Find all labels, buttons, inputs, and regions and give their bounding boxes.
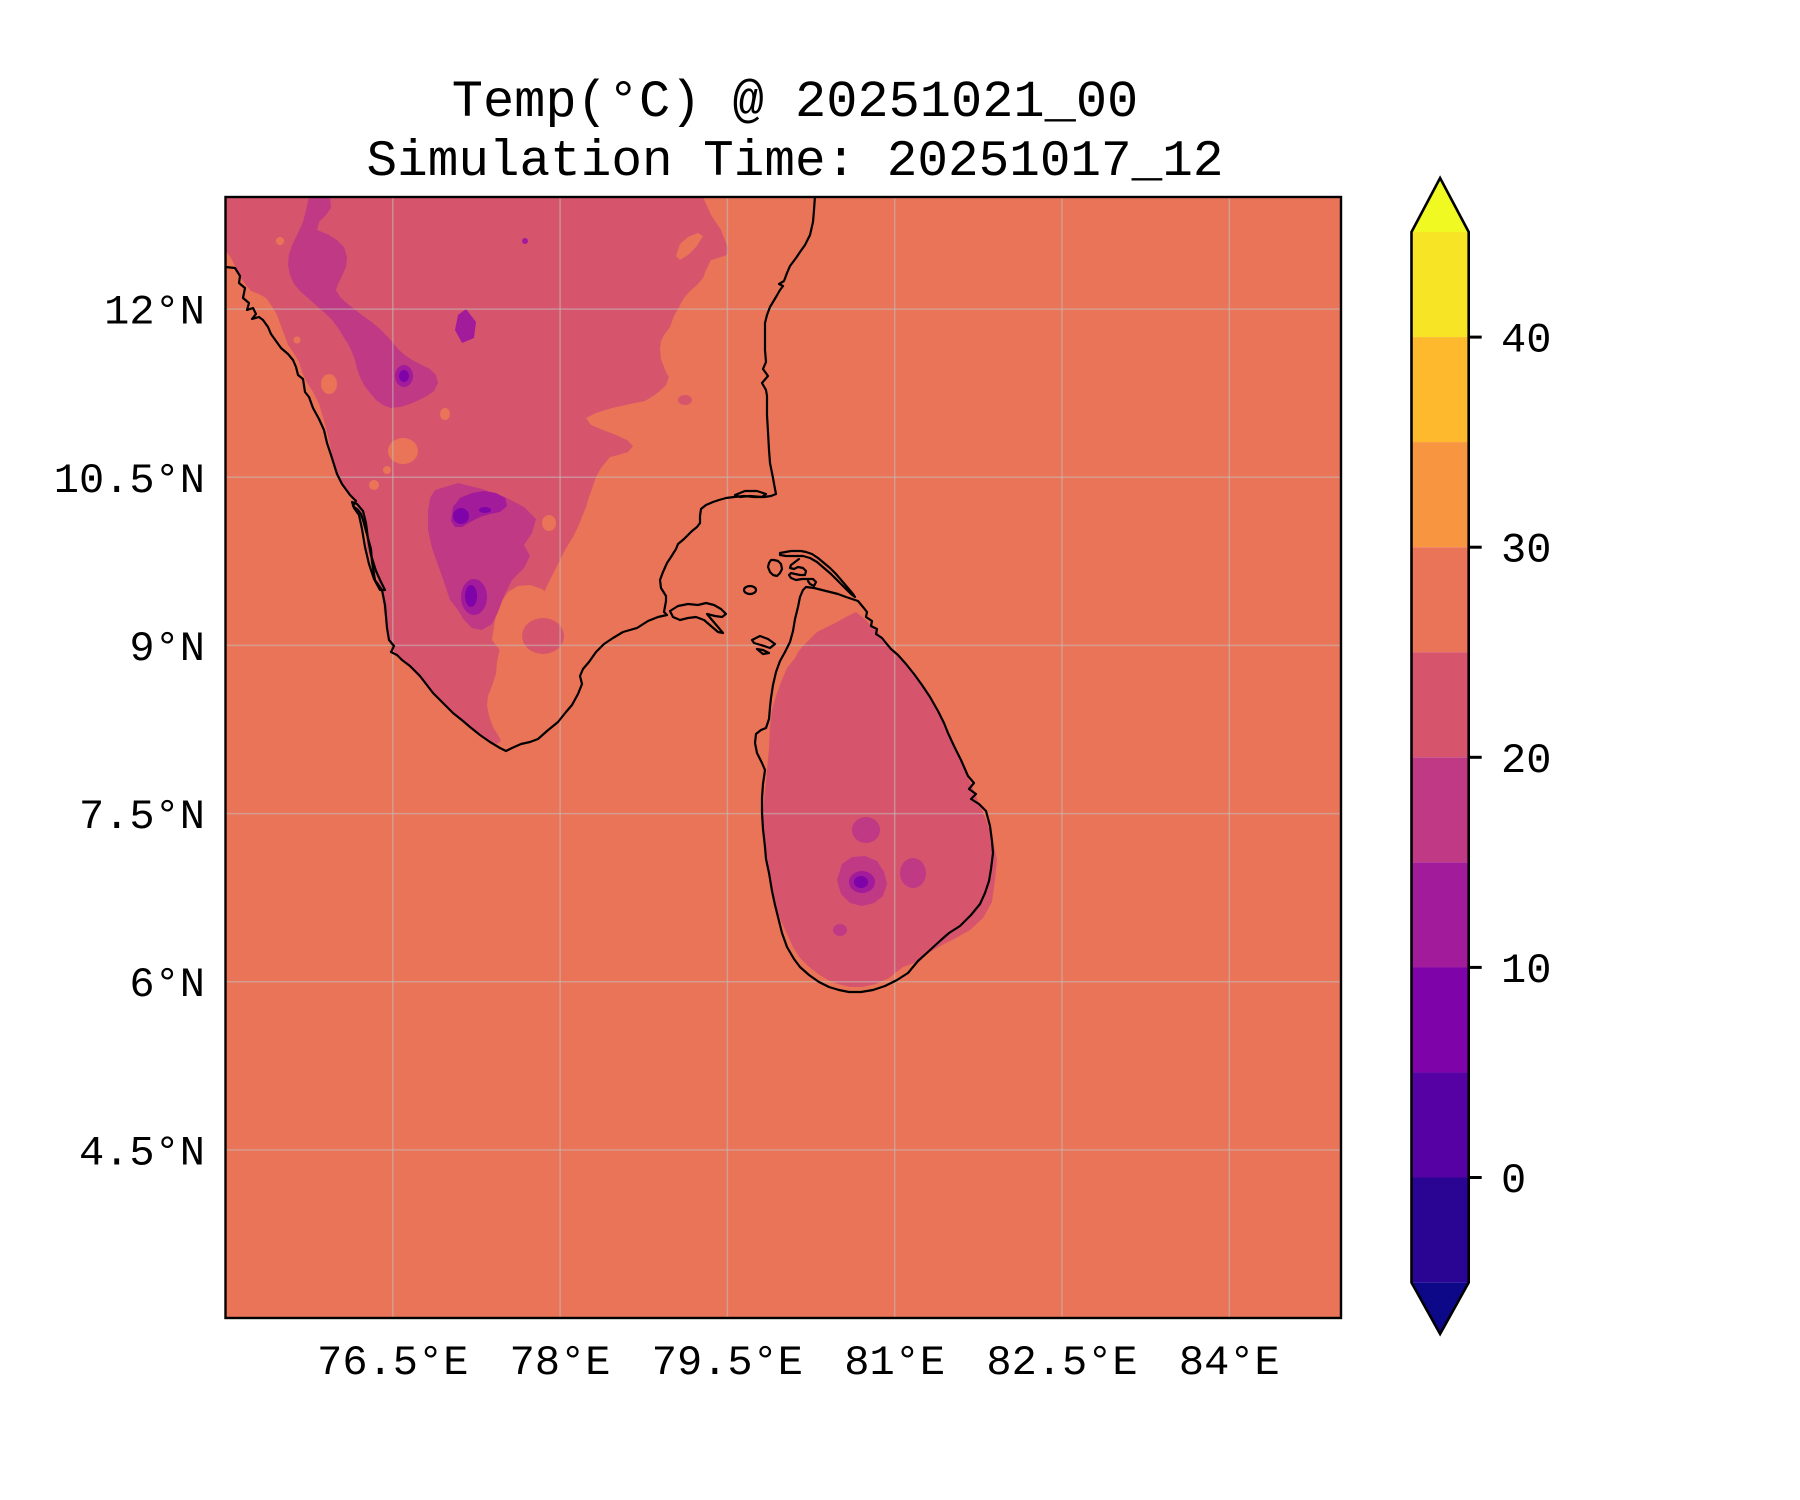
svg-text:6°N: 6°N bbox=[129, 961, 205, 1009]
svg-text:12°N: 12°N bbox=[104, 289, 205, 337]
svg-text:76.5°E: 76.5°E bbox=[317, 1339, 468, 1387]
svg-text:20: 20 bbox=[1501, 737, 1551, 785]
svg-text:10.5°N: 10.5°N bbox=[54, 457, 205, 505]
svg-text:40: 40 bbox=[1501, 317, 1551, 365]
svg-text:Temp(°C) @ 20251021_00: Temp(°C) @ 20251021_00 bbox=[452, 73, 1139, 132]
svg-text:78°E: 78°E bbox=[510, 1339, 611, 1387]
svg-text:84°E: 84°E bbox=[1179, 1339, 1280, 1387]
svg-text:Simulation Time: 20251017_12: Simulation Time: 20251017_12 bbox=[367, 134, 1224, 191]
svg-text:30: 30 bbox=[1501, 527, 1551, 575]
svg-text:79.5°E: 79.5°E bbox=[652, 1339, 803, 1387]
svg-text:82.5°E: 82.5°E bbox=[986, 1339, 1137, 1387]
svg-text:4.5°N: 4.5°N bbox=[79, 1129, 205, 1177]
svg-text:9°N: 9°N bbox=[129, 625, 205, 673]
svg-text:0: 0 bbox=[1501, 1157, 1526, 1205]
svg-text:7.5°N: 7.5°N bbox=[79, 793, 205, 841]
svg-text:81°E: 81°E bbox=[844, 1339, 945, 1387]
svg-text:10: 10 bbox=[1501, 947, 1551, 995]
